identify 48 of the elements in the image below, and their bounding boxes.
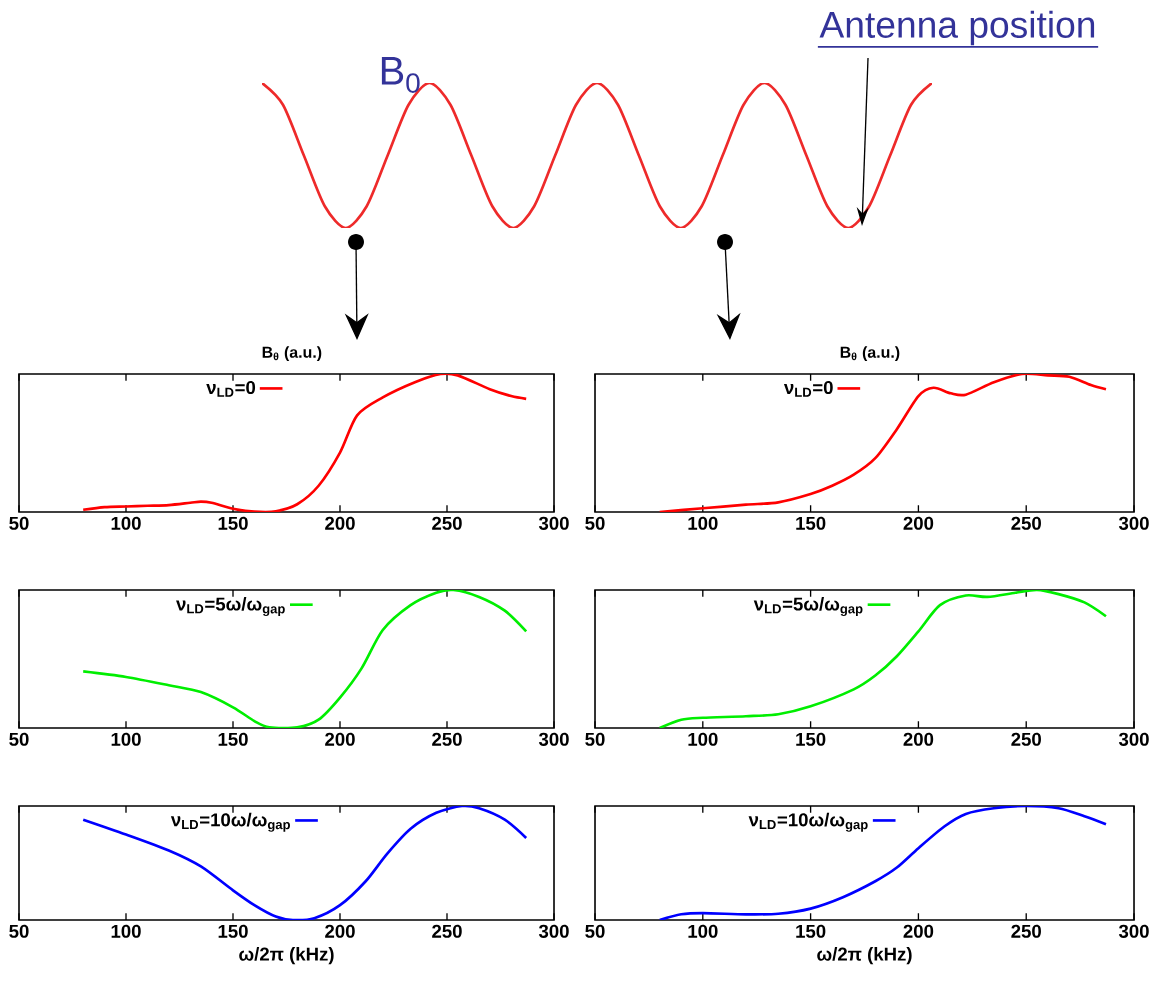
x-tick-label: 250: [1011, 516, 1041, 530]
legend-label: ν$_{LD}$=0: [783, 380, 833, 397]
x-tick-label: 300: [538, 732, 569, 746]
x-tick-label: 50: [585, 924, 605, 938]
x-tick-label: 300: [538, 516, 569, 530]
x-tick-label: 300: [538, 924, 569, 938]
x-tick-label: 200: [903, 732, 934, 746]
legend-label: ν$_{LD}$=10ω/ω$_{gap}$: [170, 812, 290, 832]
x-tick-label: 50: [585, 732, 605, 746]
x-tick-label: 100: [111, 924, 141, 938]
legend-label: ν$_{LD}$=0: [206, 380, 256, 397]
x-tick-label: 200: [325, 732, 355, 746]
x-tick-label: 250: [1011, 924, 1041, 938]
y-axis-title: B$_{θ}$ (a.u.): [840, 346, 900, 362]
x-tick-label: 150: [796, 924, 826, 938]
y-axis-title: B$_{θ}$ (a.u.): [262, 346, 322, 362]
x-tick-label: 100: [111, 516, 141, 530]
x-axis-title: ω/2π (kHz): [817, 947, 912, 965]
x-tick-label: 100: [688, 924, 718, 938]
x-tick-label: 100: [111, 732, 141, 746]
x-tick-label: 50: [585, 516, 605, 530]
legend-label: ν$_{LD}$=5ω/ω$_{gap}$: [176, 596, 285, 617]
x-tick-label: 200: [903, 924, 934, 938]
text: Antenna position: [819, 10, 1095, 46]
x-tick-label: 150: [218, 924, 248, 938]
legend-label: ν$_{LD}$=5ω/ω$_{gap}$: [753, 596, 863, 617]
x-axis-title: ω/2π (kHz): [239, 947, 334, 965]
x-tick-label: 300: [1118, 516, 1149, 530]
x-tick-label: 150: [796, 732, 826, 746]
x-tick-label: 250: [432, 732, 462, 746]
legend-label: ν$_{LD}$=10ω/ω$_{gap}$: [748, 812, 868, 832]
x-tick-label: 200: [325, 924, 355, 938]
x-tick-label: 150: [796, 516, 826, 530]
x-tick-label: 250: [432, 516, 462, 530]
x-tick-label: 250: [1011, 732, 1041, 746]
x-tick-label: 100: [688, 516, 718, 530]
x-tick-label: 200: [903, 516, 934, 530]
x-tick-label: 250: [432, 924, 462, 938]
x-tick-label: 50: [9, 732, 29, 746]
x-tick-label: 50: [9, 924, 29, 938]
x-tick-label: 150: [218, 516, 248, 530]
x-tick-label: 200: [325, 516, 355, 530]
x-tick-label: 300: [1118, 924, 1149, 938]
x-tick-label: 100: [688, 732, 718, 746]
x-tick-label: 150: [218, 732, 248, 746]
x-tick-label: 300: [1118, 732, 1149, 746]
annotation: B$_{0}$: [381, 57, 420, 93]
x-tick-label: 50: [9, 516, 29, 530]
